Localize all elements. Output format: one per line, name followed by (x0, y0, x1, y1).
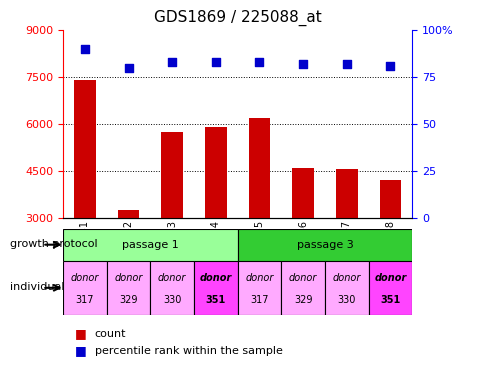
Point (299, 61, 306, 67)
FancyBboxPatch shape (237, 261, 281, 315)
Text: donor: donor (374, 273, 406, 283)
FancyBboxPatch shape (106, 261, 150, 315)
Text: donor: donor (114, 273, 142, 283)
Bar (291, 168, 313, 217)
Point (168, 59, 176, 65)
FancyBboxPatch shape (150, 261, 194, 315)
Text: donor: donor (158, 273, 186, 283)
Text: 329: 329 (293, 295, 312, 305)
Text: 329: 329 (119, 295, 137, 305)
FancyBboxPatch shape (194, 261, 237, 315)
FancyBboxPatch shape (368, 261, 411, 315)
Text: ■: ■ (75, 344, 87, 357)
Bar (378, 180, 400, 218)
FancyBboxPatch shape (281, 261, 324, 315)
FancyBboxPatch shape (324, 261, 368, 315)
Bar (335, 169, 357, 217)
Text: 330: 330 (337, 295, 355, 305)
FancyBboxPatch shape (63, 261, 106, 315)
Bar (248, 117, 270, 218)
Point (124, 64, 132, 70)
Point (255, 59, 263, 65)
Text: donor: donor (199, 273, 231, 283)
Point (81, 46, 89, 52)
Text: donor: donor (288, 273, 317, 283)
Text: 317: 317 (76, 295, 94, 305)
Title: GDS1869 / 225088_at: GDS1869 / 225088_at (153, 10, 321, 26)
Bar (204, 127, 226, 218)
Text: donor: donor (71, 273, 99, 283)
Bar (74, 80, 95, 218)
Bar (161, 132, 182, 218)
Text: growth protocol: growth protocol (10, 239, 97, 249)
Text: ■: ■ (75, 327, 87, 340)
Text: donor: donor (332, 273, 360, 283)
Text: 317: 317 (250, 295, 268, 305)
Text: 351: 351 (379, 295, 400, 305)
Text: 330: 330 (163, 295, 181, 305)
FancyBboxPatch shape (63, 229, 237, 261)
Point (212, 59, 219, 65)
Text: donor: donor (245, 273, 273, 283)
Text: percentile rank within the sample: percentile rank within the sample (94, 346, 282, 355)
Text: passage 3: passage 3 (296, 240, 353, 250)
Bar (117, 210, 139, 218)
FancyBboxPatch shape (237, 229, 411, 261)
Text: 351: 351 (205, 295, 226, 305)
Point (386, 63, 393, 69)
Text: count: count (94, 329, 126, 339)
Text: individual: individual (10, 282, 64, 292)
Text: passage 1: passage 1 (121, 240, 179, 250)
Point (342, 61, 350, 67)
